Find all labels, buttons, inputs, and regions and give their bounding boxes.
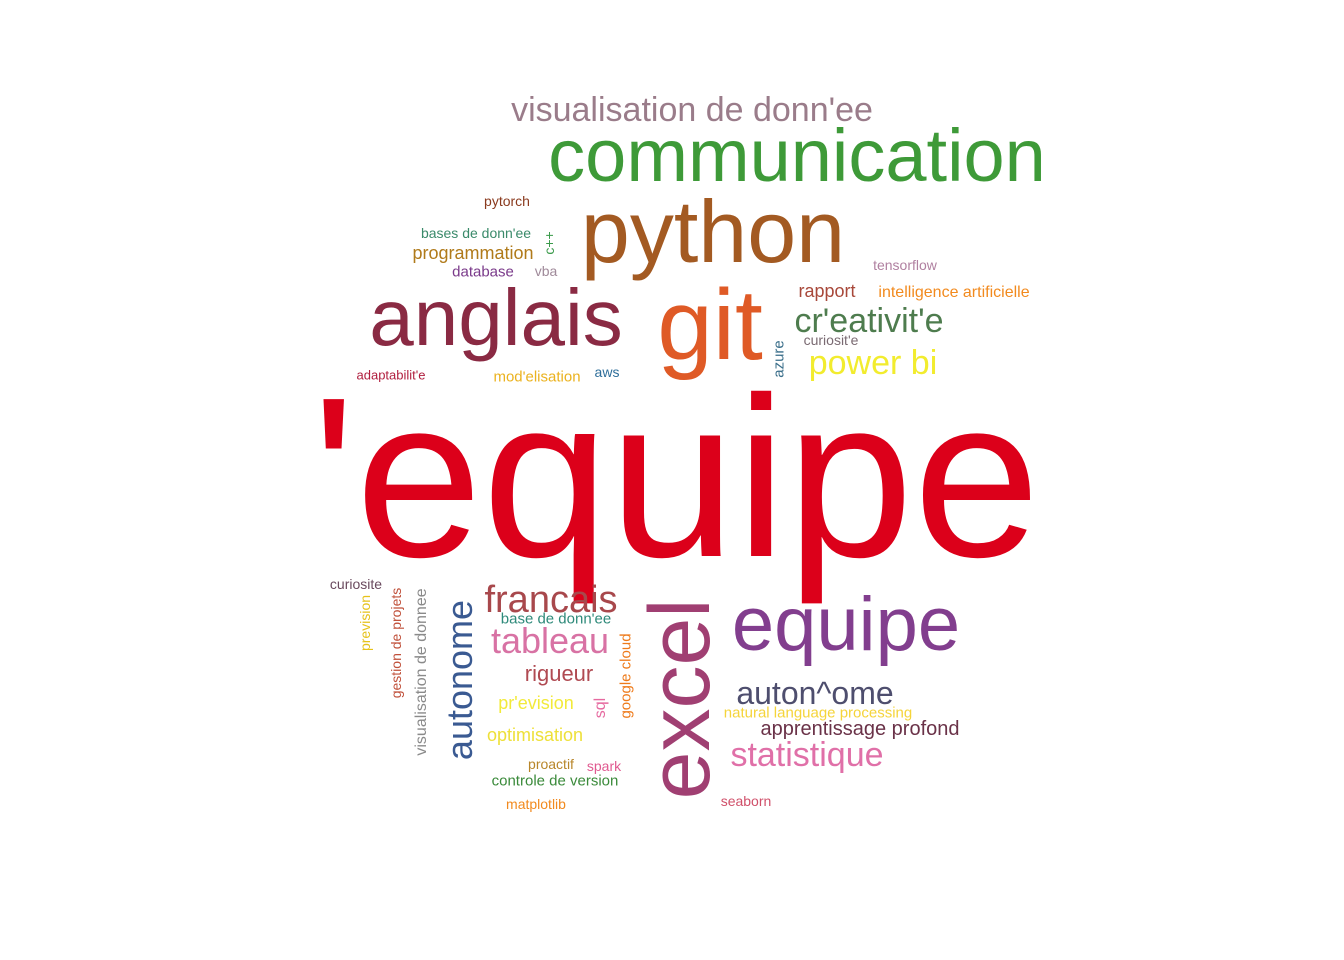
word-cloud-word: rapport (798, 281, 856, 301)
word-cloud-word: database (452, 263, 514, 281)
word-cloud-word: proactif (528, 756, 574, 772)
word-cloud-word: auton^ome (736, 675, 894, 711)
word-cloud-word: excel (632, 598, 728, 800)
word-cloud-word: controle de version (491, 772, 619, 790)
word-cloud-word: visualisation de donn'ee (511, 91, 873, 129)
word-cloud-word: sql (592, 697, 609, 719)
word-cloud-word: python (580, 182, 846, 281)
word-cloud-word: cr'eativit'e (794, 302, 944, 340)
word-cloud-word: statistique (730, 736, 884, 774)
word-cloud-word: azure (770, 340, 788, 378)
word-cloud-word: google cloud (617, 633, 635, 719)
word-cloud-word: communication (548, 114, 1046, 197)
word-cloud-word: mod'elisation (493, 368, 581, 386)
word-cloud-word: pytorch (484, 193, 530, 209)
word-cloud-word: git (657, 269, 763, 381)
word-cloud-word: 'equipe (311, 351, 1041, 605)
word-cloud-word: pr'evision (498, 693, 574, 713)
word-cloud-word: base de donn'ee (500, 610, 612, 628)
word-cloud-word: matplotlib (506, 796, 566, 812)
word-cloud-word: apprentissage profond (760, 718, 960, 740)
word-cloud-word: vba (534, 263, 558, 279)
word-cloud-word: intelligence artificielle (878, 284, 1030, 301)
word-cloud-word: autonome (439, 599, 480, 761)
word-cloud-word: adaptabilit'e (356, 367, 426, 383)
word-cloud-word: tensorflow (873, 257, 937, 273)
word-cloud-word: spark (586, 758, 622, 774)
word-cloud-word: natural language processing (723, 704, 913, 722)
word-cloud-word: curiosite (329, 576, 383, 592)
word-cloud-word: gestion de projets (388, 587, 404, 699)
word-cloud-word: rigueur (524, 661, 594, 686)
word-cloud-word: visualisation de donnee (413, 588, 430, 756)
word-cloud-word: optimisation (486, 725, 584, 745)
word-cloud-word: prevision (357, 594, 373, 652)
word-cloud-word: seaborn (720, 793, 772, 809)
word-cloud-word: anglais (369, 273, 623, 362)
word-cloud-word: curiosit'e (803, 332, 859, 348)
word-cloud-word: power bi (808, 344, 938, 382)
word-cloud-word: equipe (731, 582, 961, 667)
word-cloud-word: programmation (412, 243, 534, 263)
word-cloud-word: bases de donn'ee (420, 225, 532, 241)
word-cloud-word: francais (484, 579, 618, 621)
word-cloud-word: c++ (541, 231, 557, 255)
word-cloud-word: tableau (490, 620, 610, 661)
word-cloud-word: aws (594, 364, 620, 380)
